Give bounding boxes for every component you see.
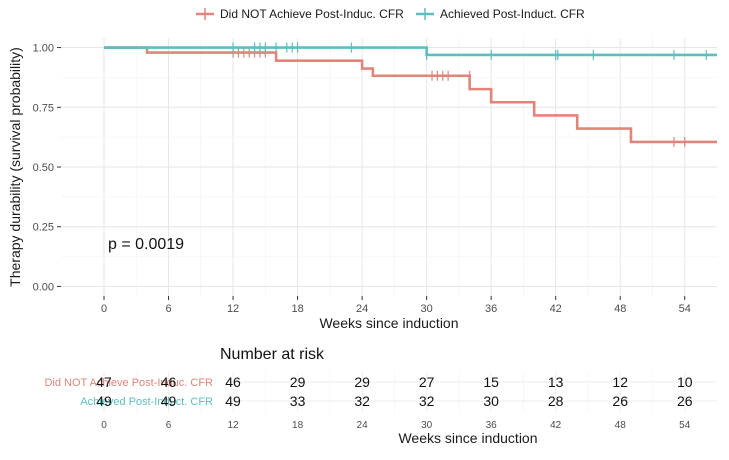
- risk-x-tick-label: 54: [679, 420, 691, 431]
- plot-panel: 0.000.250.500.751.00 0 6 12 18 24 30 36 42 48 54 …: [7, 38, 717, 331]
- x-tick-label: 54: [679, 303, 691, 315]
- risk-count-cell: 49: [161, 393, 177, 409]
- risk-x-tick-label: 42: [550, 420, 562, 431]
- risk-table-x-title: Weeks since induction: [398, 430, 537, 446]
- risk-count-cell: 47: [96, 374, 112, 390]
- x-axis-ticks: 0 6 12 18 24 30 36 42 48 54: [101, 296, 691, 315]
- y-axis-title: Therapy durability (survival probability…: [7, 47, 23, 287]
- risk-count-cell: 27: [419, 374, 435, 390]
- risk-x-tick-label: 18: [292, 420, 304, 431]
- risk-x-tick-label: 48: [615, 420, 627, 431]
- risk-x-tick-label: 36: [486, 420, 498, 431]
- risk-table-cells: 47 46 46 29 29 27 15 13 12 10 49 49 49 33 32 32 30 28 26 26: [96, 374, 693, 409]
- risk-table: Number at risk Did NOT Achieve Post-Indu…: [44, 346, 717, 446]
- km-curve-series-0: [104, 46, 717, 144]
- x-tick-label: 48: [614, 303, 626, 315]
- risk-count-cell: 33: [290, 393, 306, 409]
- risk-table-grid: [103, 372, 717, 412]
- legend-item-series-0: Did NOT Achieve Post-Induc. CFR: [196, 7, 404, 21]
- risk-x-tick-label: 12: [228, 420, 240, 431]
- risk-count-cell: 26: [612, 393, 628, 409]
- risk-table-title: Number at risk: [220, 346, 325, 363]
- y-tick-label: 1.00: [33, 43, 54, 55]
- risk-count-cell: 32: [354, 393, 370, 409]
- y-tick-label: 0.75: [33, 102, 54, 114]
- risk-row-label-1: Achieved Post-Induct. CFR: [80, 396, 213, 408]
- x-tick-label: 30: [421, 303, 433, 315]
- risk-count-cell: 10: [677, 374, 693, 390]
- risk-count-cell: 15: [483, 374, 499, 390]
- risk-count-cell: 29: [354, 374, 370, 390]
- y-tick-label: 0.00: [33, 281, 54, 293]
- legend: Did NOT Achieve Post-Induc. CFR Achieved…: [196, 7, 585, 21]
- x-tick-label: 0: [101, 303, 107, 315]
- risk-count-cell: 12: [612, 374, 628, 390]
- risk-count-cell: 29: [290, 374, 306, 390]
- y-tick-label: 0.25: [33, 222, 54, 234]
- risk-x-tick-label: 30: [421, 420, 433, 431]
- risk-count-cell: 28: [548, 393, 564, 409]
- x-tick-label: 12: [227, 303, 239, 315]
- risk-count-cell: 49: [225, 393, 241, 409]
- legend-label-series-1: Achieved Post-Induct. CFR: [440, 7, 585, 21]
- p-value-annotation: p = 0.0019: [108, 236, 184, 253]
- risk-count-cell: 30: [483, 393, 499, 409]
- risk-count-cell: 13: [548, 374, 564, 390]
- risk-count-cell: 46: [225, 374, 241, 390]
- risk-count-cell: 46: [161, 374, 177, 390]
- risk-count-cell: 26: [677, 393, 693, 409]
- y-tick-label: 0.50: [33, 162, 54, 174]
- x-tick-label: 6: [165, 303, 171, 315]
- risk-x-tick-label: 0: [101, 420, 107, 431]
- risk-count-cell: 49: [96, 393, 112, 409]
- legend-item-series-1: Achieved Post-Induct. CFR: [416, 7, 585, 21]
- risk-row-label-0: Did NOT Achieve Post-Induc. CFR: [44, 377, 213, 389]
- x-tick-label: 24: [356, 303, 368, 315]
- y-axis-ticks: 0.00 0.25 0.50 0.75 1.00: [33, 43, 61, 293]
- risk-x-tick-label: 6: [166, 420, 172, 431]
- legend-label-series-0: Did NOT Achieve Post-Induc. CFR: [220, 7, 404, 21]
- series-layer: [104, 42, 717, 147]
- x-tick-label: 42: [550, 303, 562, 315]
- x-tick-label: 18: [291, 303, 303, 315]
- x-tick-label: 36: [485, 303, 497, 315]
- risk-count-cell: 32: [419, 393, 435, 409]
- grid-lines: [61, 38, 717, 296]
- x-axis-title: Weeks since induction: [319, 315, 458, 331]
- risk-table-x-ticks: 0 6 12 18 24 30 36 42 48 54: [101, 420, 691, 431]
- risk-x-tick-label: 24: [357, 420, 369, 431]
